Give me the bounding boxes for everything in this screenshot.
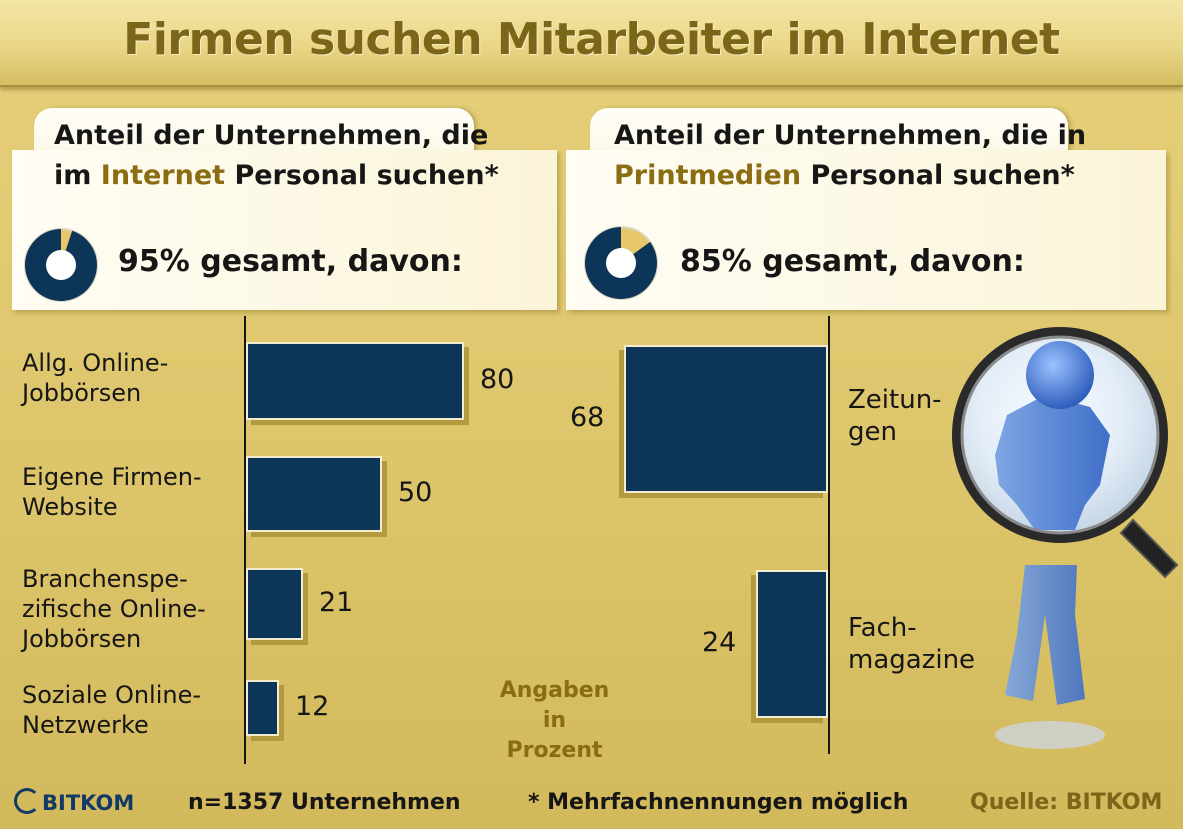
left-category-label: Allg. Online- Jobbörsen [22, 348, 237, 408]
right-bar-value: 68 [570, 402, 605, 433]
right-category-line: Fach- [848, 613, 917, 643]
left-bar [246, 342, 464, 420]
page-title: Firmen suchen Mitarbeiter im Internet [123, 14, 1060, 65]
left-donut-icon [22, 226, 100, 308]
left-category-line: Soziale Online- [22, 681, 202, 709]
units-note: Angaben in Prozent [492, 676, 617, 766]
left-category-line: Website [22, 493, 118, 521]
left-heading: Anteil der Unternehmen, die im Internet … [54, 116, 499, 196]
left-category-line: zifische Online- [22, 595, 206, 623]
heading-accent-internet: Internet [100, 160, 226, 191]
left-axis [244, 316, 246, 764]
right-bar-value: 24 [702, 627, 737, 658]
left-bar-value: 80 [480, 364, 515, 395]
left-category-line: Jobbörsen [22, 379, 142, 407]
right-category-line: magazine [848, 645, 976, 675]
sample-size: n=1357 Unternehmen [188, 790, 461, 815]
left-heading-line1: Anteil der Unternehmen, die [54, 120, 489, 151]
right-summary: 85% gesamt, davon: [680, 244, 1025, 279]
footnote: * Mehrfachnennungen möglich [528, 790, 909, 815]
units-note-line2: in Prozent [506, 708, 603, 763]
right-heading: Anteil der Unternehmen, die in Printmedi… [614, 116, 1086, 196]
right-bar [756, 570, 828, 718]
right-heading-line1: Anteil der Unternehmen, die in [614, 120, 1087, 151]
left-category-line: Allg. Online- [22, 349, 169, 377]
left-category-line: Eigene Firmen- [22, 463, 202, 491]
left-bar [246, 680, 279, 736]
source: Quelle: BITKOM [970, 790, 1163, 815]
donut-chart-internet [24, 228, 98, 302]
donut-chart-print [584, 226, 658, 300]
title-bar [0, 0, 1183, 87]
left-category-label: Eigene Firmen- Website [22, 462, 237, 522]
left-bar [246, 456, 382, 532]
left-category-label: Soziale Online- Netzwerke [22, 680, 237, 740]
right-category-label: Fach-magazine [848, 612, 988, 676]
left-heading-line2: im Internet Personal suchen* [54, 160, 499, 191]
right-heading-line2: Printmedien Personal suchen* [614, 160, 1075, 191]
magnifier-person-illustration [952, 327, 1179, 749]
right-category-line: Zeitun- [848, 385, 942, 415]
right-bar [624, 345, 828, 493]
left-bar-value: 21 [319, 587, 354, 618]
left-category-line: Jobbörsen [22, 625, 142, 653]
left-bar-value: 50 [398, 477, 433, 508]
right-donut-icon [582, 224, 660, 306]
right-header-band [566, 150, 1166, 310]
left-category-label: Branchenspe-zifische Online- Jobbörsen [22, 564, 237, 654]
left-summary: 95% gesamt, davon: [118, 244, 463, 279]
left-bar [246, 568, 303, 640]
right-category-label: Zeitun-gen [848, 384, 988, 448]
left-category-line: Branchenspe- [22, 565, 188, 593]
heading-accent-printmedien: Printmedien [614, 160, 802, 191]
bitkom-logo: BITKOM [14, 788, 134, 815]
units-note-line1: Angaben [499, 678, 610, 703]
left-bar-value: 12 [295, 691, 330, 722]
left-category-line: Netzwerke [22, 711, 149, 739]
right-axis [828, 316, 830, 754]
left-header-band [12, 150, 557, 310]
bitkom-logo-text: BITKOM [42, 791, 135, 815]
bitkom-logo-icon [14, 788, 40, 814]
right-category-line: gen [848, 417, 897, 447]
